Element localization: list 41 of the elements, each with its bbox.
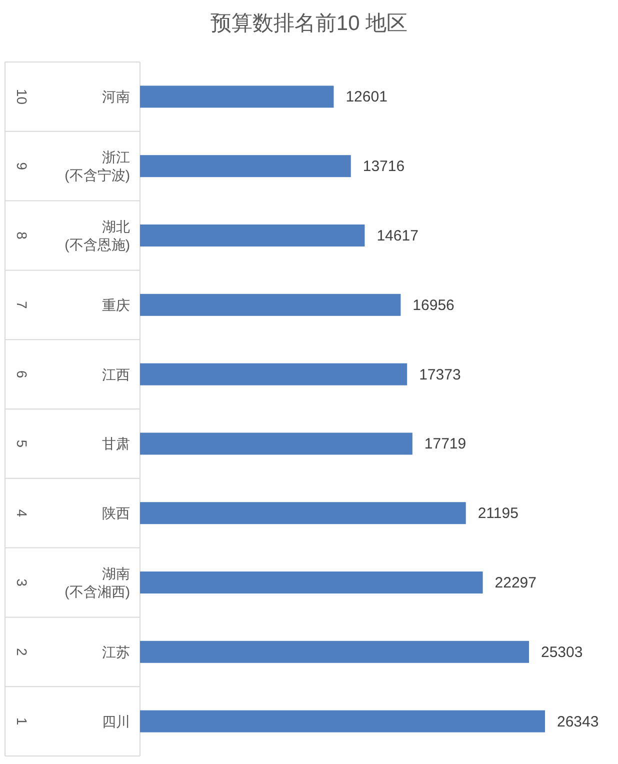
bar bbox=[140, 432, 412, 455]
bar bbox=[140, 710, 545, 732]
data-label: 17719 bbox=[424, 436, 466, 453]
y-tick-label: 湖南 (不含湘西) bbox=[64, 566, 130, 600]
bar bbox=[140, 294, 401, 316]
y-tick-label: 江苏 bbox=[102, 644, 130, 660]
y-tick-label: 甘肃 bbox=[102, 436, 130, 452]
y-tick-label: 江西 bbox=[102, 366, 130, 382]
data-label: 17373 bbox=[419, 366, 461, 384]
text: 3 bbox=[14, 578, 30, 587]
text: 10 bbox=[14, 88, 30, 105]
bar bbox=[140, 572, 483, 594]
bar bbox=[140, 224, 365, 246]
text: 8 bbox=[14, 232, 30, 240]
data-label: 14617 bbox=[376, 228, 418, 244]
bar bbox=[140, 86, 334, 108]
y-tick-label: 四川 bbox=[102, 713, 130, 730]
y-tick-label: 浙江 (不含宁波) bbox=[64, 149, 130, 184]
text: 7 bbox=[14, 301, 30, 309]
data-label: 21195 bbox=[478, 505, 518, 522]
data-label: 12601 bbox=[346, 88, 388, 106]
bar bbox=[140, 502, 466, 524]
y-tick-label: 陕西 bbox=[102, 505, 130, 522]
chart-title: 预算数排名前10 地区 bbox=[210, 12, 408, 35]
text: 1 bbox=[14, 717, 30, 726]
text: 4 bbox=[14, 509, 30, 518]
bar bbox=[140, 363, 408, 386]
data-label: 22297 bbox=[494, 574, 537, 592]
bar bbox=[140, 155, 351, 178]
y-tick-label: 湖北 (不含恩施) bbox=[64, 218, 130, 252]
text: 5 bbox=[14, 440, 30, 448]
text: 6 bbox=[14, 370, 30, 378]
text: 2 bbox=[14, 648, 30, 656]
text: 9 bbox=[14, 162, 30, 170]
bar bbox=[140, 640, 530, 663]
y-tick-label: 河南 bbox=[102, 88, 130, 105]
y-tick-label: 重庆 bbox=[102, 296, 130, 313]
data-label: 16956 bbox=[412, 296, 454, 314]
data-label: 25303 bbox=[541, 644, 583, 661]
data-label: 13716 bbox=[362, 158, 405, 176]
data-label: 26343 bbox=[557, 713, 599, 730]
